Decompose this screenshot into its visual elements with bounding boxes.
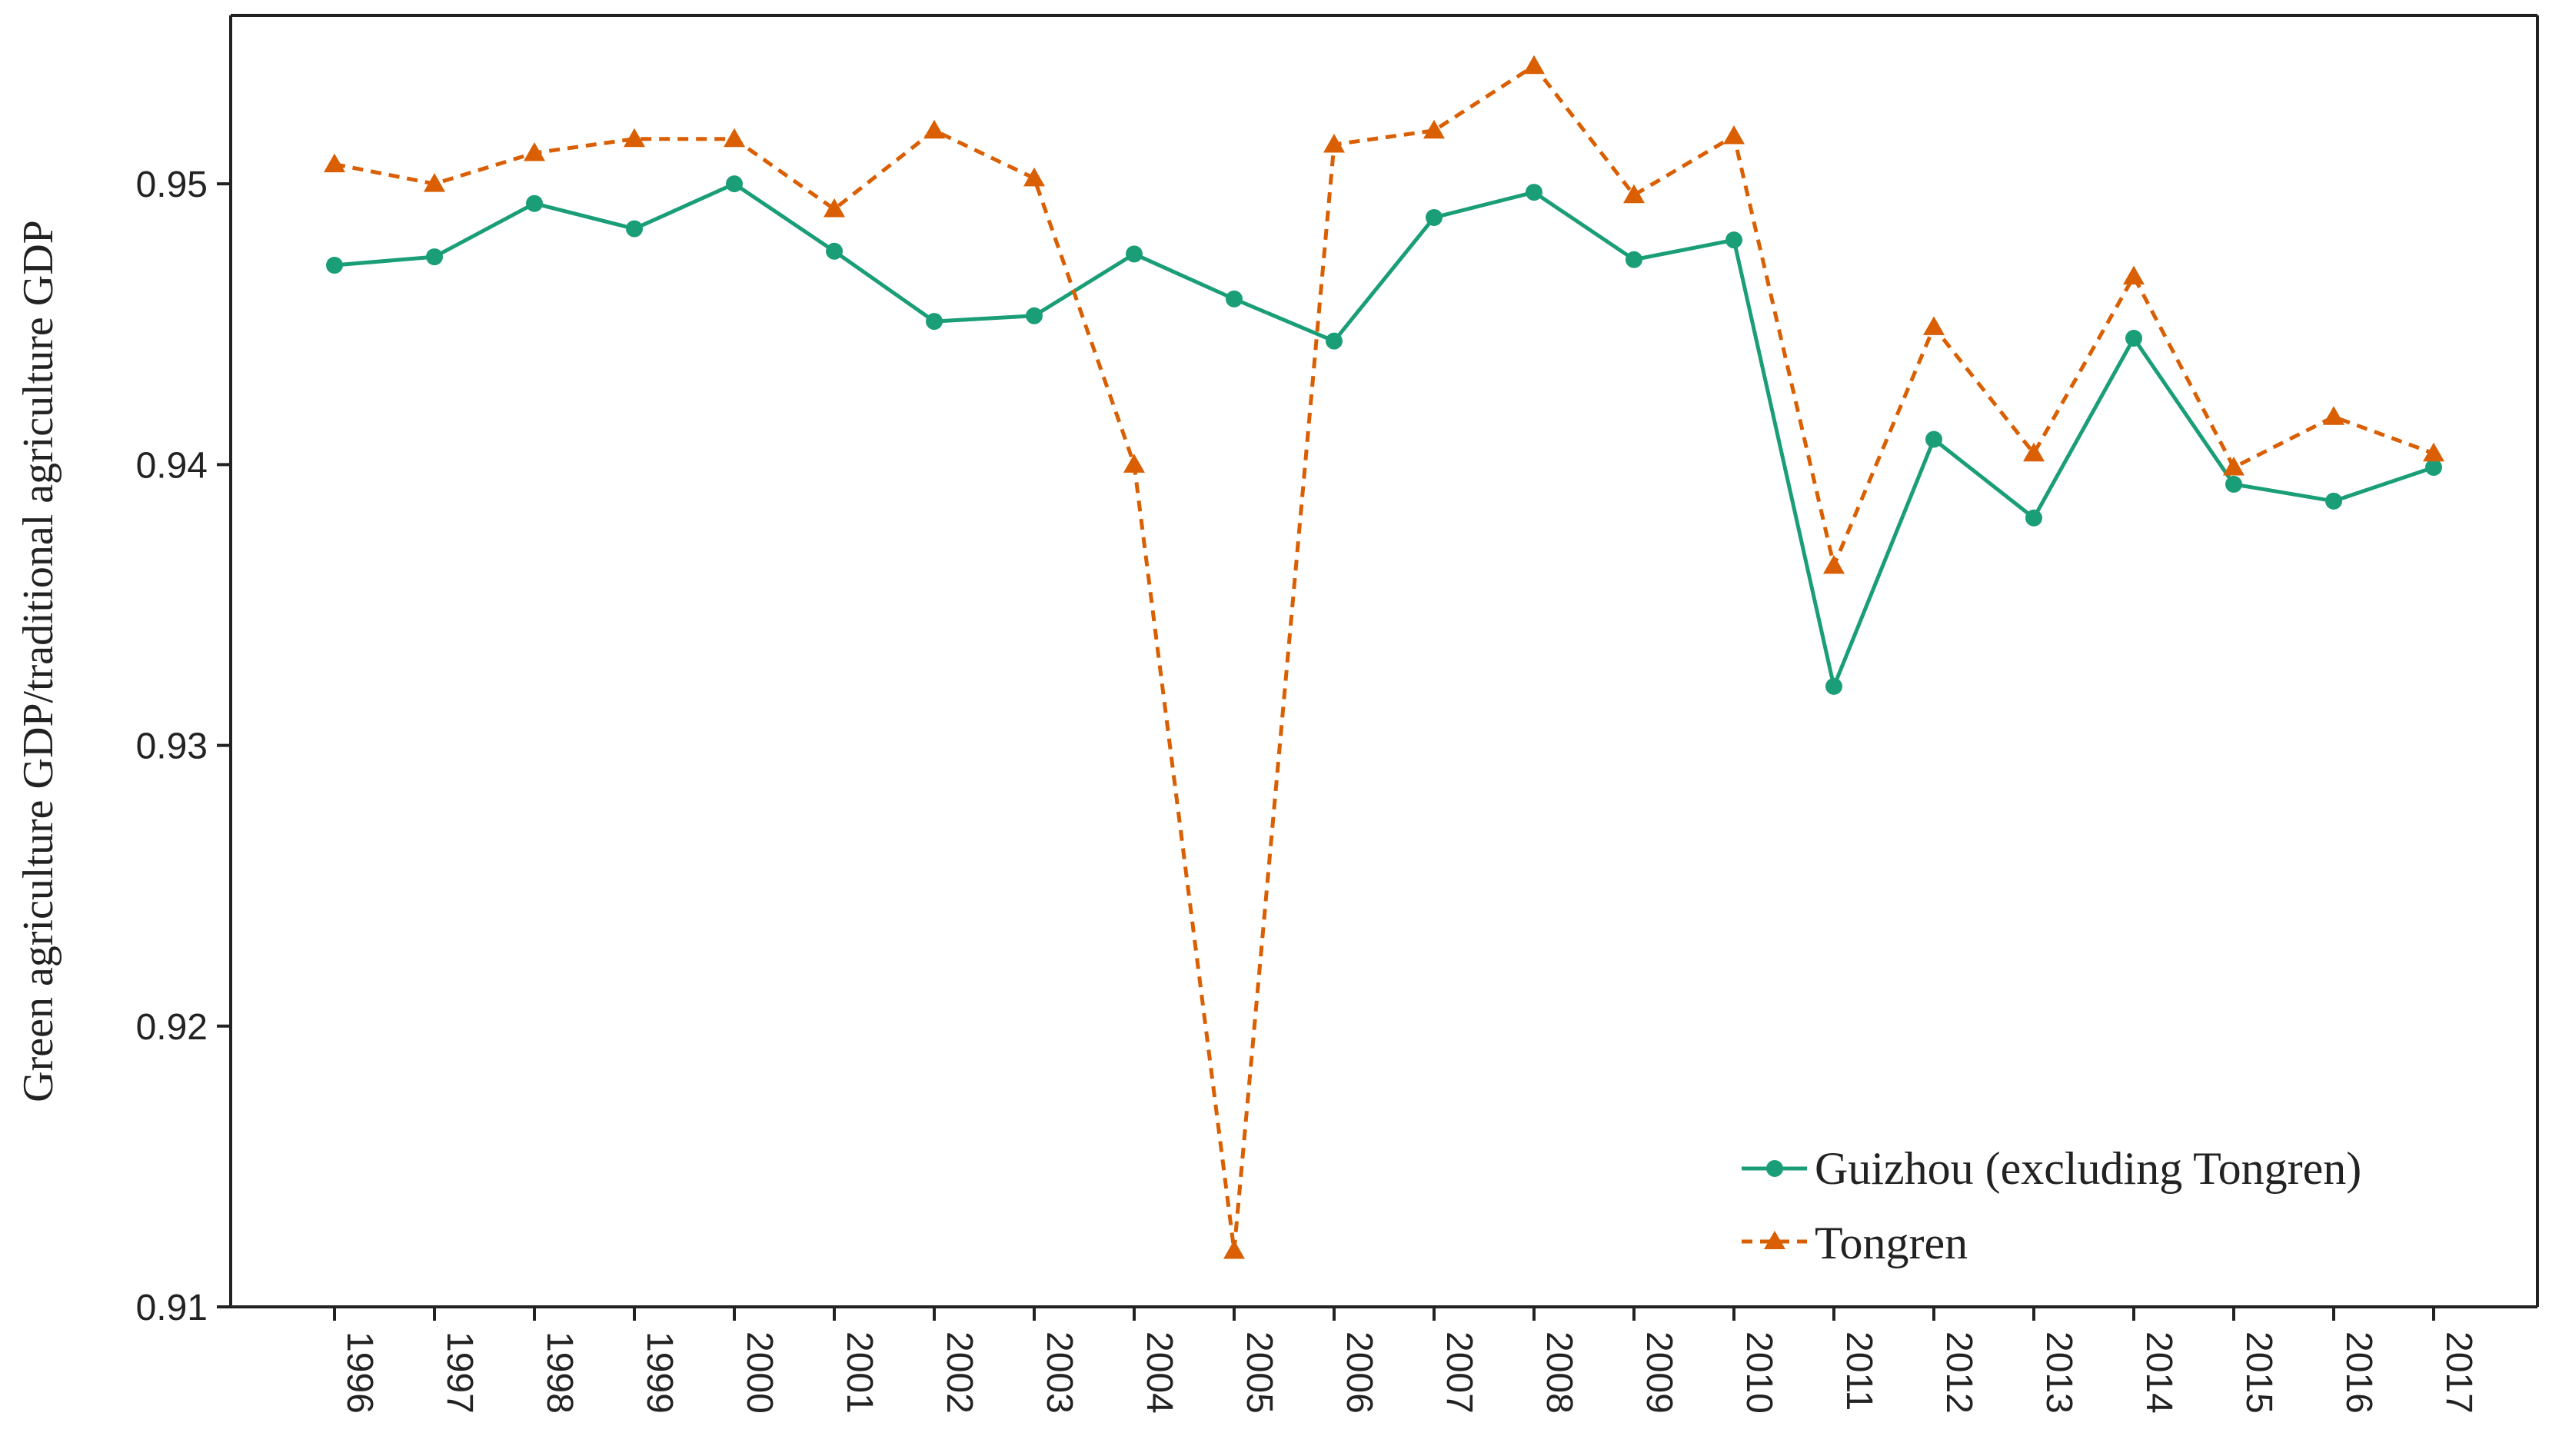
x-tick-label: 1996 — [339, 1331, 380, 1414]
data-point-0 — [1725, 231, 1742, 249]
data-point-0 — [2425, 459, 2442, 476]
data-point-0 — [1526, 184, 1542, 201]
x-tick-label: 2002 — [939, 1331, 980, 1414]
series-line-1 — [334, 64, 2434, 1253]
y-tick-label: 0.93 — [136, 726, 208, 767]
x-tick-label: 1999 — [639, 1331, 680, 1414]
data-point-1 — [524, 141, 545, 161]
data-point-1 — [424, 173, 445, 192]
data-point-0 — [926, 313, 943, 331]
data-point-0 — [826, 242, 843, 260]
x-tick-label: 2012 — [1938, 1331, 1979, 1414]
data-point-1 — [1123, 454, 1145, 473]
x-tick-label: 2015 — [2238, 1331, 2279, 1414]
plot-frame — [229, 14, 2539, 1308]
data-point-0 — [1426, 208, 1443, 226]
x-tick-label: 1997 — [439, 1331, 480, 1414]
x-tick-label: 2017 — [2438, 1331, 2479, 1414]
data-point-1 — [824, 198, 845, 218]
data-point-0 — [1825, 677, 1842, 695]
x-tick-label: 2004 — [1139, 1331, 1180, 1414]
legend-label-tongren: Tongren — [1815, 1218, 1968, 1268]
data-point-1 — [1923, 316, 1945, 335]
x-tick-label: 2000 — [739, 1331, 780, 1414]
x-tick-label: 2016 — [2338, 1331, 2379, 1414]
data-point-0 — [2225, 475, 2242, 493]
data-point-1 — [2023, 442, 2045, 462]
x-tick-label: 2003 — [1039, 1331, 1080, 1414]
data-point-1 — [624, 128, 645, 148]
legend-item-guizhou: Guizhou (excluding Tongren) — [1742, 1143, 2361, 1194]
data-point-1 — [2423, 442, 2444, 462]
x-tick-label: 2011 — [1839, 1331, 1879, 1411]
x-tick-label: 2005 — [1239, 1331, 1279, 1414]
legend-label-guizhou: Guizhou (excluding Tongren) — [1815, 1143, 2361, 1194]
data-point-0 — [326, 257, 343, 274]
data-point-1 — [1723, 125, 1745, 145]
data-point-0 — [2025, 509, 2042, 527]
y-tick-label: 0.92 — [136, 1007, 208, 1048]
series-layer — [324, 55, 2444, 1259]
x-tick-label: 2013 — [2038, 1331, 2079, 1414]
data-point-0 — [1026, 307, 1043, 324]
data-point-0 — [1226, 290, 1243, 307]
data-point-1 — [1423, 119, 1445, 139]
data-point-1 — [923, 119, 945, 139]
x-tick-label: 2009 — [1639, 1331, 1679, 1414]
data-point-0 — [2125, 330, 2142, 347]
data-point-1 — [1523, 55, 1545, 75]
data-point-0 — [526, 194, 543, 212]
legend-item-tongren: Tongren — [1742, 1218, 1968, 1268]
legend-marker-guizhou — [1766, 1160, 1783, 1177]
y-tick-label: 0.91 — [136, 1288, 208, 1328]
data-point-1 — [1323, 134, 1345, 153]
data-point-1 — [1823, 554, 1845, 574]
legend: Guizhou (excluding Tongren) Tongren — [1742, 1143, 2361, 1268]
x-tick-label: 2006 — [1339, 1331, 1379, 1414]
x-tick-label: 2014 — [2138, 1331, 2179, 1414]
data-point-1 — [1623, 184, 1645, 204]
x-tick-label: 2010 — [1739, 1331, 1779, 1414]
data-point-0 — [1626, 251, 1642, 268]
data-point-0 — [626, 220, 643, 238]
data-point-0 — [1326, 332, 1343, 350]
data-point-0 — [1925, 430, 1942, 448]
data-point-1 — [324, 153, 345, 173]
x-tick-label: 1998 — [539, 1331, 580, 1414]
data-point-0 — [2325, 492, 2342, 510]
data-point-1 — [2323, 406, 2344, 425]
data-point-1 — [1223, 1239, 1245, 1259]
x-tick-label: 2007 — [1439, 1331, 1479, 1414]
data-point-0 — [726, 175, 743, 193]
data-point-0 — [426, 248, 443, 266]
y-axis-ticks: 0.91 0.92 0.93 0.94 0.95 — [136, 165, 231, 1328]
data-point-0 — [1126, 245, 1143, 263]
series-line-0 — [334, 181, 2434, 689]
x-tick-label: 2001 — [839, 1331, 880, 1414]
data-point-1 — [2223, 457, 2245, 476]
y-tick-label: 0.95 — [136, 165, 208, 205]
data-point-1 — [724, 128, 745, 148]
x-tick-label: 2008 — [1539, 1331, 1579, 1414]
data-point-1 — [1023, 167, 1045, 187]
y-tick-label: 0.94 — [136, 445, 208, 486]
data-point-1 — [2123, 265, 2145, 285]
legend-marker-tongren — [1764, 1231, 1785, 1249]
x-axis-ticks: 1996 1997 1998 1999 2000 2001 2002 2003 2004 2005… — [333, 1307, 2479, 1414]
y-axis-label: Green agriculture GDP/traditional agricu… — [15, 220, 62, 1102]
